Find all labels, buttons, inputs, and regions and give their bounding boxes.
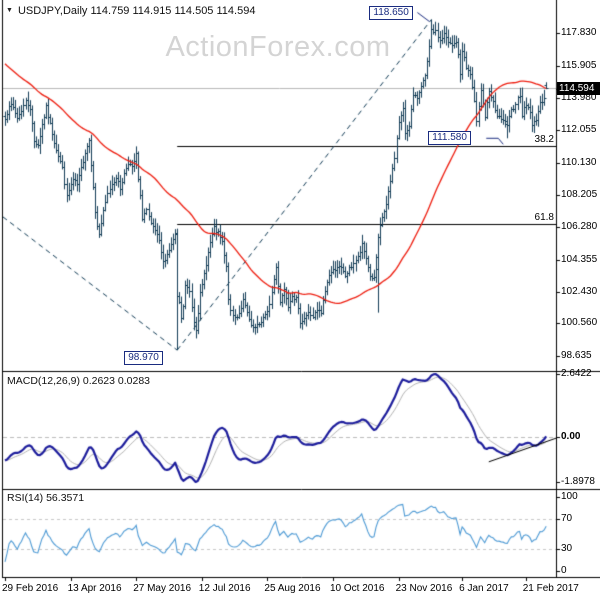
current-price-tag: 114.594 — [557, 82, 600, 95]
chart-title-text: USDJPY,Daily 114.759 114.915 114.505 114… — [17, 5, 256, 17]
rsi-axis-label: 100 — [561, 491, 578, 502]
macd-axis-label: 0.00 — [561, 430, 581, 442]
chart-title: ▼ USDJPY,Daily 114.759 114.915 114.505 1… — [6, 5, 255, 17]
retrace-price-tag: 111.580 — [428, 131, 471, 146]
price-axis-label: 108.205 — [561, 188, 598, 200]
date-label: 6 Jan 2017 — [459, 583, 509, 594]
date-label: 25 Aug 2016 — [264, 583, 321, 594]
date-label: 29 Feb 2016 — [2, 583, 59, 594]
price-axis-label: 115.905 — [561, 59, 597, 71]
price-axis-label: 117.830 — [561, 27, 597, 39]
price-axis-label: 106.280 — [561, 221, 598, 233]
rsi-axis-label: 0 — [561, 565, 567, 576]
price-axis-label: 112.055 — [561, 124, 597, 136]
price-axis-label: 113.980 — [561, 91, 597, 103]
watermark: ActionForex.com — [165, 31, 391, 63]
price-axis-label: 98.635 — [561, 349, 592, 361]
date-label: 21 Feb 2017 — [522, 583, 579, 594]
date-label: 27 May 2016 — [133, 583, 192, 594]
date-label: 10 Oct 2016 — [330, 583, 385, 594]
price-axis-label: 104.355 — [561, 253, 598, 265]
high-price-tag: 118.650 — [369, 6, 413, 21]
low-price-tag: 98.970 — [124, 351, 163, 366]
date-label: 12 Jul 2016 — [198, 583, 251, 594]
macd-indicator-label: MACD(12,26,9) 0.2623 0.0283 — [7, 375, 151, 387]
rsi-axis-label: 70 — [561, 513, 573, 525]
macd-axis-label: -1.8978 — [561, 476, 595, 487]
macd-axis-label: 2.6422 — [561, 368, 592, 379]
fib-label-618: 61.8 — [534, 211, 554, 223]
rsi-axis-label: 30 — [561, 542, 573, 554]
price-axis-label: 100.560 — [561, 317, 598, 329]
rsi-indicator-label: RSI(14) 56.3571 — [7, 492, 85, 504]
dropdown-arrow-icon[interactable]: ▼ — [6, 7, 13, 14]
price-axis-label: 110.130 — [561, 156, 597, 168]
date-label: 13 Apr 2016 — [67, 583, 122, 594]
price-axis-label: 102.430 — [561, 285, 598, 297]
date-label: 23 Nov 2016 — [395, 583, 453, 594]
fib-label-382: 38.2 — [534, 133, 554, 145]
